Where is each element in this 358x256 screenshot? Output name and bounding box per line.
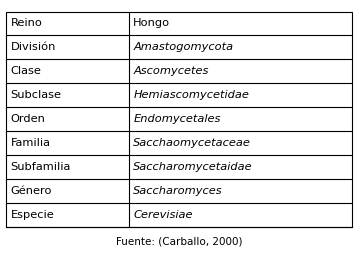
- Text: Saccharomyces: Saccharomyces: [133, 186, 223, 196]
- Text: Subclase: Subclase: [11, 90, 62, 100]
- Text: Cerevisiae: Cerevisiae: [133, 210, 193, 220]
- Text: Orden: Orden: [11, 114, 45, 124]
- Text: Ascomycetes: Ascomycetes: [133, 66, 209, 76]
- Text: Endomycetales: Endomycetales: [133, 114, 221, 124]
- Text: Especie: Especie: [11, 210, 54, 220]
- Text: Subfamilia: Subfamilia: [11, 162, 71, 172]
- Text: Género: Género: [11, 186, 52, 196]
- Text: Hongo: Hongo: [133, 18, 170, 28]
- Text: Reino: Reino: [11, 18, 43, 28]
- Text: Sacchaomycetaceae: Sacchaomycetaceae: [133, 138, 251, 148]
- Bar: [6, 12, 352, 227]
- Text: Fuente: (Carballo, 2000): Fuente: (Carballo, 2000): [116, 237, 242, 247]
- Text: Clase: Clase: [11, 66, 42, 76]
- Text: Hemiascomycetidae: Hemiascomycetidae: [133, 90, 249, 100]
- Text: División: División: [11, 42, 56, 52]
- Text: Saccharomycetaidae: Saccharomycetaidae: [133, 162, 253, 172]
- Text: Amastogomycota: Amastogomycota: [133, 42, 233, 52]
- Text: Familia: Familia: [11, 138, 51, 148]
